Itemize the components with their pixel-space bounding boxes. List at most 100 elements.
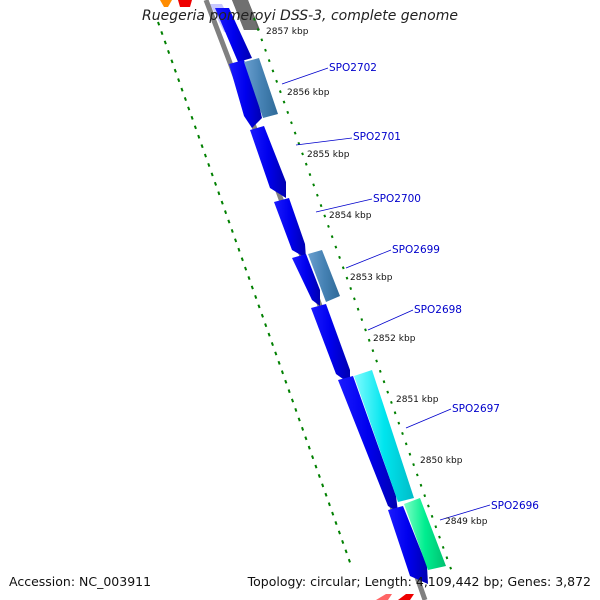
- ruler-tick: [427, 504, 430, 508]
- gc-dot: [193, 125, 197, 130]
- gc-dot: [267, 332, 271, 337]
- gc-dot: [301, 426, 305, 431]
- gc-dot: [210, 172, 214, 177]
- gc-dot: [247, 276, 251, 281]
- ruler-tick: [364, 328, 367, 332]
- ruler-tick: [293, 131, 297, 135]
- leader-line: [345, 249, 392, 269]
- gene-arrow: [215, 8, 252, 62]
- gc-dot: [341, 539, 345, 544]
- ruler-tick: [360, 318, 364, 322]
- ruler-tick: [253, 17, 256, 21]
- ruler-tick-labels: 2857 kbp 2856 kbp 2855 kbp 2854 kbp 2853…: [266, 27, 488, 527]
- tick-label: 2851 kbp: [396, 395, 439, 405]
- gc-dot: [307, 445, 311, 450]
- leader-line: [295, 137, 353, 146]
- gc-dot: [294, 407, 298, 412]
- feature-fragment-red: [178, 0, 192, 7]
- ruler-tick: [260, 38, 264, 42]
- ruler-tick: [415, 473, 419, 477]
- gc-dot: [234, 238, 238, 243]
- tick-label: 2849 kbp: [445, 517, 488, 527]
- gc-dot: [280, 370, 284, 375]
- accession-text: Accession: NC_003911: [9, 574, 152, 589]
- gc-dot: [163, 40, 167, 45]
- gc-dot: [240, 257, 244, 262]
- gc-dot: [180, 87, 184, 92]
- feature-fragment-red: [376, 594, 392, 600]
- position-ruler: [253, 17, 453, 570]
- gc-dot: [213, 181, 218, 186]
- gene-label-spo2700[interactable]: SPO2700: [373, 193, 421, 205]
- ruler-tick: [315, 193, 319, 197]
- gc-dot: [157, 21, 161, 26]
- ruler-tick: [423, 494, 427, 498]
- gc-dot: [200, 144, 204, 149]
- gene-label-spo2701[interactable]: SPO2701: [353, 131, 401, 143]
- gc-dot: [227, 219, 231, 224]
- gene-label-spo2702[interactable]: SPO2702: [329, 62, 377, 74]
- ruler-tick: [271, 69, 275, 73]
- ruler-tick: [304, 162, 308, 166]
- ruler-tick: [412, 463, 415, 467]
- ruler-tick: [278, 90, 282, 94]
- ruler-tick: [441, 545, 445, 549]
- gene-label-spo2698[interactable]: SPO2698: [414, 304, 462, 316]
- gene-label-leaders: [281, 67, 491, 521]
- gc-dot: [311, 455, 315, 460]
- ruler-tick: [267, 59, 271, 63]
- gc-dot: [327, 502, 331, 507]
- ruler-tick: [308, 173, 312, 177]
- gc-dot: [187, 106, 191, 111]
- ruler-tick: [327, 224, 330, 228]
- ruler-tick: [323, 214, 327, 218]
- ruler-tick: [319, 204, 323, 208]
- ruler-tick: [330, 235, 334, 239]
- gc-dot: [284, 379, 288, 384]
- genome-summary-text: Topology: circular; Length: 4,109,442 bp…: [247, 574, 591, 589]
- gc-dot: [344, 549, 348, 554]
- ruler-tick: [301, 152, 304, 156]
- gene-arrow: [388, 506, 428, 584]
- ruler-tick: [341, 266, 345, 270]
- ruler-tick: [438, 535, 441, 539]
- tick-label: 2854 kbp: [329, 211, 372, 221]
- gc-dot: [203, 153, 207, 158]
- gc-dot: [220, 200, 224, 205]
- gene-label-spo2699[interactable]: SPO2699: [392, 244, 440, 256]
- feature-fragment-orange: [160, 0, 172, 7]
- gc-dot: [324, 492, 328, 497]
- ruler-tick: [264, 48, 267, 52]
- gene-track-forward: [215, 8, 428, 584]
- tick-label: 2857 kbp: [266, 27, 309, 37]
- gc-dot: [254, 294, 258, 299]
- gc-content-track: [157, 21, 351, 563]
- gene-label-spo2697[interactable]: SPO2697: [452, 403, 500, 415]
- gc-dot: [260, 313, 264, 318]
- ruler-tick: [390, 400, 393, 404]
- feature-fragment-red: [398, 594, 414, 600]
- ruler-tick: [401, 431, 404, 436]
- gc-dot: [177, 78, 181, 83]
- ruler-tick: [286, 110, 290, 114]
- gc-dot: [347, 558, 351, 563]
- ruler-tick: [419, 483, 423, 487]
- gene-arrow: [404, 498, 446, 570]
- ruler-tick: [449, 566, 453, 570]
- tick-label: 2856 kbp: [287, 88, 330, 98]
- gc-dot: [297, 417, 301, 422]
- gc-dot: [317, 473, 321, 478]
- gc-dot: [257, 304, 261, 309]
- gene-label-spo2696[interactable]: SPO2696: [491, 500, 539, 512]
- gc-dot: [304, 436, 308, 441]
- gc-dot: [274, 351, 278, 356]
- map-title: Ruegeria pomeroyi DSS-3, complete genome: [142, 8, 458, 24]
- gc-dot: [170, 59, 174, 64]
- ruler-tick: [345, 276, 349, 280]
- leader-line: [439, 504, 491, 521]
- ruler-tick: [408, 452, 412, 456]
- ruler-tick: [349, 286, 353, 291]
- tick-label: 2852 kbp: [373, 334, 416, 344]
- ruler-tick: [367, 338, 371, 342]
